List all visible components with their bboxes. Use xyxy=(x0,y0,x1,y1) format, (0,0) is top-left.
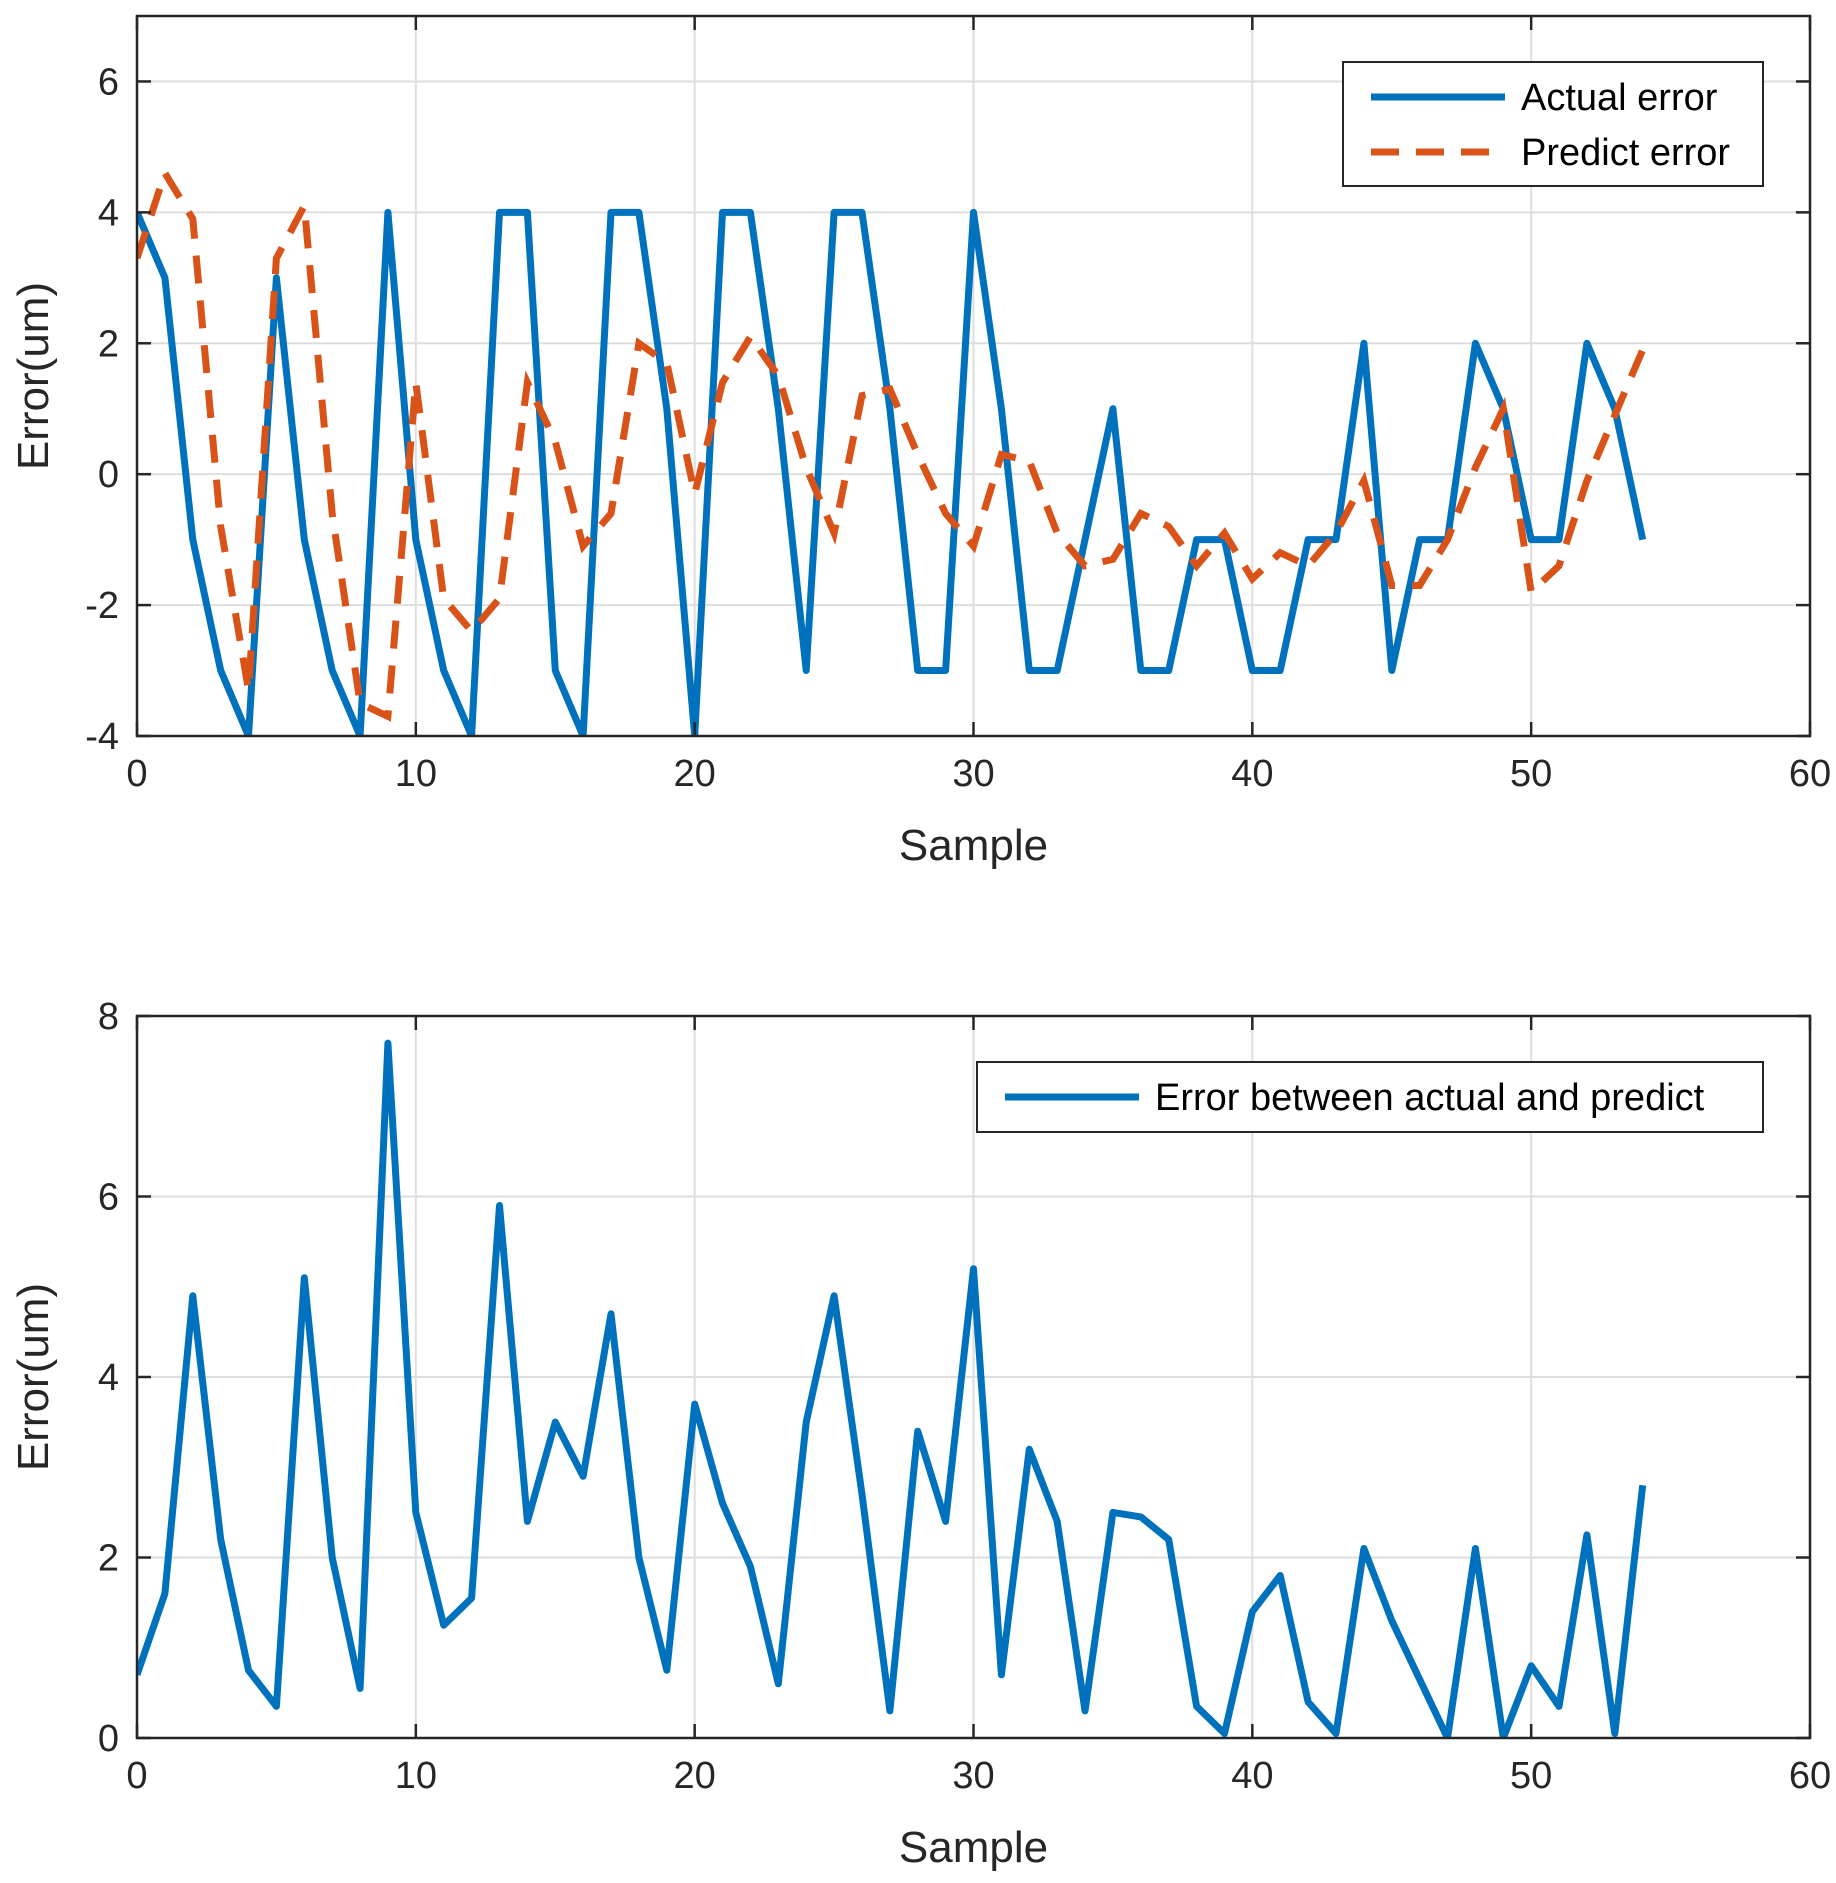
y-tick-label: -4 xyxy=(85,716,119,758)
x-tick-label: 0 xyxy=(126,753,147,795)
x-tick-label: 20 xyxy=(674,753,716,795)
series-group xyxy=(137,164,1647,736)
x-tick-label: 60 xyxy=(1789,1755,1831,1797)
x-tick-label: 60 xyxy=(1789,753,1831,795)
x-tick-label: 50 xyxy=(1510,753,1552,795)
series-line-predict-error xyxy=(137,164,1646,722)
x-tick-label: 40 xyxy=(1231,1755,1273,1797)
series-group xyxy=(137,1039,1647,1738)
x-tick-label: 30 xyxy=(952,1755,994,1797)
legend: Actual error Predict error xyxy=(1342,61,1764,187)
x-tick-label: 10 xyxy=(395,753,437,795)
x-tick-label: 20 xyxy=(674,1755,716,1797)
series-line-error-between-actual-and-predict xyxy=(137,1039,1647,1738)
y-tick-label: 2 xyxy=(98,323,119,365)
legend-label: Error between actual and predict xyxy=(1155,1077,1705,1119)
y-tick-label: 4 xyxy=(98,1357,119,1399)
top-chart: 0 10 20 30 40 50 60 -4 -2 0 2 4 6 Sample Error(um) Actu… xyxy=(9,14,1831,870)
x-tick-label: 0 xyxy=(126,1755,147,1797)
x-tick-label: 10 xyxy=(395,1755,437,1797)
y-axis-label: Error(um) xyxy=(9,1283,58,1471)
x-axis-label: Sample xyxy=(899,821,1048,870)
y-axis-label: Error(um) xyxy=(9,282,58,470)
series-line-actual-error xyxy=(137,208,1647,736)
y-tick-label: -2 xyxy=(85,585,119,627)
bottom-chart: 0 10 20 30 40 50 60 0 2 4 6 8 Sample Error(um) Error b… xyxy=(9,996,1831,1872)
y-tick-label: 0 xyxy=(98,454,119,496)
y-tick-label: 8 xyxy=(98,996,119,1038)
y-tick-label: 2 xyxy=(98,1538,119,1580)
legend-label: Predict error xyxy=(1521,132,1730,174)
x-axis-label: Sample xyxy=(899,1823,1048,1872)
x-tick-label: 40 xyxy=(1231,753,1273,795)
legend-box xyxy=(1342,61,1764,187)
y-tick-label: 6 xyxy=(98,1177,119,1219)
y-tick-label: 0 xyxy=(98,1718,119,1760)
y-tick-label: 4 xyxy=(98,192,119,234)
x-tick-label: 30 xyxy=(952,753,994,795)
legend-label: Actual error xyxy=(1521,77,1718,119)
x-tick-label: 50 xyxy=(1510,1755,1552,1797)
y-tick-label: 6 xyxy=(98,61,119,103)
legend: Error between actual and predict xyxy=(976,1061,1764,1133)
